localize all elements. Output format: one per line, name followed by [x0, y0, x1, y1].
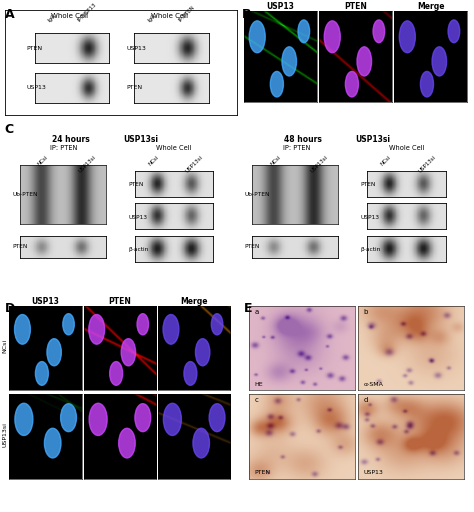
- Text: α-SMA: α-SMA: [363, 382, 383, 387]
- Ellipse shape: [121, 338, 136, 366]
- Ellipse shape: [137, 314, 148, 335]
- Text: A: A: [5, 8, 14, 20]
- Text: PTEN: PTEN: [254, 471, 270, 475]
- Text: d: d: [363, 397, 367, 403]
- Ellipse shape: [89, 403, 107, 436]
- Text: PTEN: PTEN: [126, 86, 142, 91]
- Text: PTEN: PTEN: [245, 244, 260, 249]
- Ellipse shape: [109, 361, 123, 386]
- Text: NCsi: NCsi: [269, 154, 282, 166]
- Ellipse shape: [282, 47, 297, 76]
- Ellipse shape: [209, 403, 225, 432]
- Text: IgG: IgG: [147, 13, 157, 23]
- Ellipse shape: [373, 20, 385, 42]
- Ellipse shape: [324, 21, 340, 53]
- Text: Ub-PTEN: Ub-PTEN: [13, 193, 38, 197]
- Text: Whole Cell: Whole Cell: [156, 145, 192, 152]
- Ellipse shape: [249, 21, 265, 53]
- Text: NCsi: NCsi: [2, 339, 7, 353]
- Title: PTEN: PTEN: [344, 2, 367, 11]
- Ellipse shape: [61, 403, 76, 432]
- Ellipse shape: [298, 20, 310, 42]
- Ellipse shape: [432, 47, 447, 76]
- Ellipse shape: [89, 314, 105, 344]
- Text: USP13si: USP13si: [310, 154, 329, 174]
- Text: a: a: [254, 309, 258, 315]
- Text: IP: PTEN: IP: PTEN: [50, 145, 78, 152]
- Text: IP: PTEN: IP: PTEN: [283, 145, 310, 152]
- Text: b: b: [363, 309, 367, 315]
- Text: IP:USP13: IP:USP13: [77, 2, 98, 23]
- Ellipse shape: [193, 428, 210, 458]
- Text: USP13: USP13: [126, 46, 146, 51]
- Text: 24 hours: 24 hours: [52, 135, 90, 144]
- Text: 48 hours: 48 hours: [284, 135, 322, 144]
- Ellipse shape: [36, 361, 48, 386]
- Ellipse shape: [420, 71, 434, 97]
- Text: Ub-PTEN: Ub-PTEN: [245, 193, 270, 197]
- Ellipse shape: [164, 403, 182, 436]
- Ellipse shape: [346, 71, 358, 97]
- Text: β-actin: β-actin: [128, 247, 148, 252]
- Text: USP13si: USP13si: [418, 154, 437, 174]
- Text: NCsi: NCsi: [147, 154, 160, 166]
- Ellipse shape: [195, 338, 210, 366]
- Title: Merge: Merge: [417, 2, 444, 11]
- Ellipse shape: [15, 314, 30, 344]
- Text: PTEN: PTEN: [360, 182, 376, 187]
- Text: USP13si: USP13si: [77, 154, 97, 174]
- Text: Whole Cell: Whole Cell: [389, 145, 424, 152]
- Ellipse shape: [399, 21, 415, 53]
- Text: β-actin: β-actin: [360, 247, 381, 252]
- Ellipse shape: [135, 403, 151, 432]
- Ellipse shape: [15, 403, 33, 436]
- Text: USP13: USP13: [363, 471, 383, 475]
- Text: USP13: USP13: [128, 215, 147, 220]
- Text: B: B: [242, 8, 251, 20]
- Text: D: D: [5, 302, 15, 315]
- Title: USP13: USP13: [32, 296, 59, 306]
- Text: USP13: USP13: [27, 86, 46, 91]
- Title: PTEN: PTEN: [109, 296, 131, 306]
- Text: USP13si: USP13si: [185, 154, 204, 174]
- Ellipse shape: [448, 20, 460, 42]
- Title: USP13: USP13: [266, 2, 294, 11]
- Text: USP13: USP13: [360, 215, 379, 220]
- Text: PTEN: PTEN: [27, 46, 43, 51]
- Text: C: C: [5, 123, 14, 136]
- Text: PTEN: PTEN: [13, 244, 28, 249]
- Ellipse shape: [270, 71, 283, 97]
- Text: Whole Cell: Whole Cell: [151, 13, 188, 19]
- Text: USP13si: USP13si: [123, 135, 158, 144]
- Title: Merge: Merge: [180, 296, 208, 306]
- Text: IP:PTEN: IP:PTEN: [178, 5, 196, 23]
- Text: NCsi: NCsi: [37, 154, 49, 166]
- Text: HE: HE: [254, 382, 263, 387]
- Ellipse shape: [211, 314, 223, 335]
- Text: PTEN: PTEN: [128, 182, 144, 187]
- Ellipse shape: [118, 428, 135, 458]
- Text: USP13si: USP13si: [2, 422, 7, 447]
- Text: Whole Cell: Whole Cell: [51, 13, 89, 19]
- Text: USP13si: USP13si: [355, 135, 390, 144]
- Ellipse shape: [184, 361, 197, 386]
- Text: IgG: IgG: [47, 13, 57, 23]
- Ellipse shape: [47, 338, 61, 366]
- Ellipse shape: [357, 47, 372, 76]
- Ellipse shape: [45, 428, 61, 458]
- Text: E: E: [244, 302, 253, 315]
- Ellipse shape: [163, 314, 179, 344]
- Ellipse shape: [63, 314, 74, 335]
- Text: c: c: [254, 397, 258, 403]
- Text: NCsi: NCsi: [380, 154, 392, 166]
